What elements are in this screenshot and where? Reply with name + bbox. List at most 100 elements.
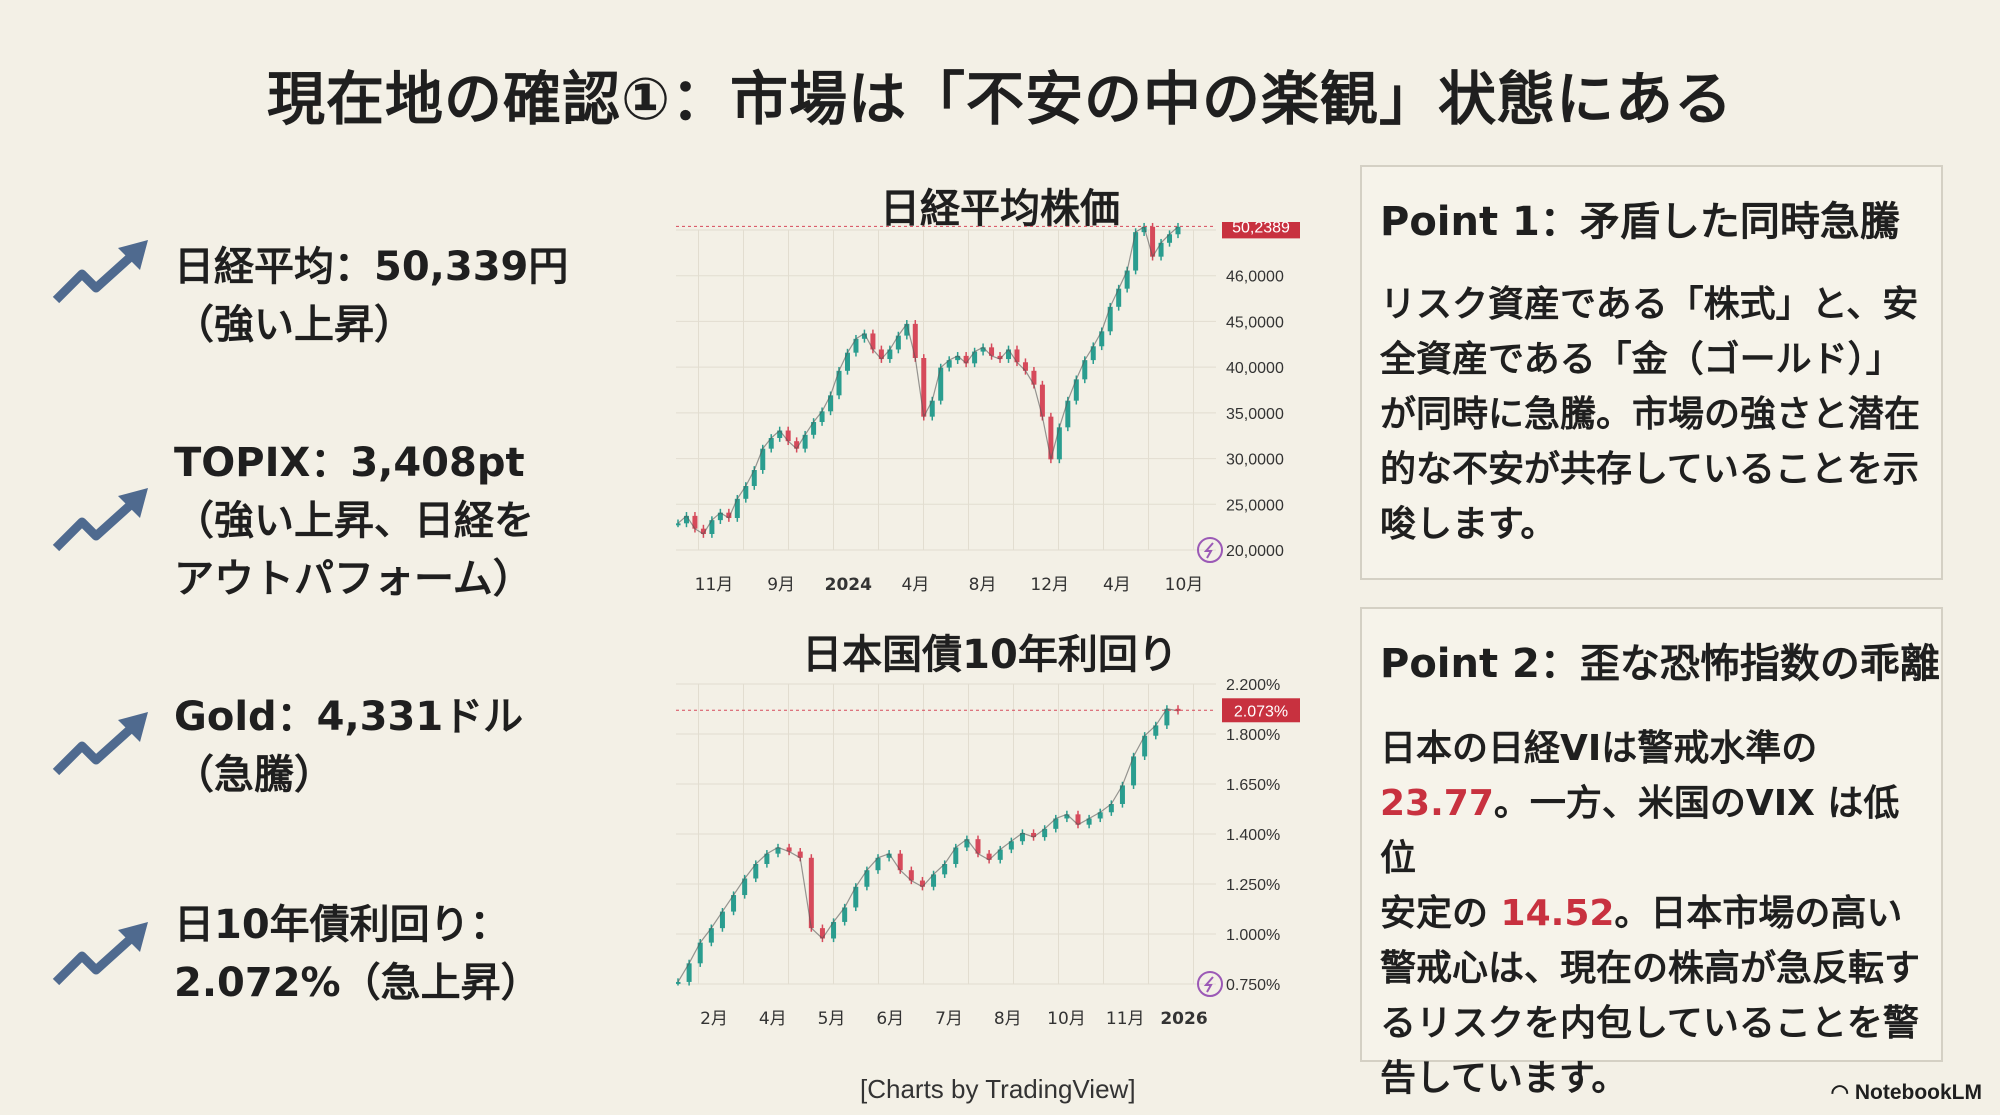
candle-body — [887, 349, 893, 360]
candle-body — [1006, 349, 1012, 360]
candle-body — [895, 335, 901, 350]
y-tick-label: 2.200% — [1226, 677, 1280, 694]
candle-body — [1042, 828, 1048, 838]
candle-body — [808, 857, 814, 929]
chart-title-jgb: 日本国債10年利回り — [802, 632, 1178, 678]
candle-body — [786, 847, 792, 852]
tradingview-icon — [1197, 537, 1223, 563]
candle-body — [1065, 400, 1071, 428]
candle-body — [742, 878, 748, 896]
trending-up-arrow-icon — [52, 712, 148, 776]
candle-body — [811, 422, 817, 435]
candle-body — [709, 520, 715, 534]
candle-body — [1031, 370, 1037, 385]
candle-body — [1107, 306, 1113, 332]
candle-body — [931, 874, 937, 887]
candle-body — [989, 347, 995, 356]
candle-body — [963, 355, 969, 364]
candle-body — [1082, 360, 1088, 380]
candle-body — [1133, 232, 1139, 271]
metric-text: 日10年債利回り： 2.072%（急上昇） — [174, 902, 541, 1006]
candle-body — [1090, 346, 1096, 361]
candle-body — [946, 360, 952, 368]
candle-body — [1167, 234, 1173, 243]
candle-body — [919, 880, 925, 887]
nikkei-vi-value: 23.77 — [1380, 783, 1494, 824]
point-1-box: Point 1：矛盾した同時急騰 リスク資産である「株式」と、安 全資産である「… — [1360, 165, 1943, 580]
last-price-badge — [1222, 698, 1300, 723]
candle-body — [878, 349, 884, 360]
chart-nikkei[interactable]: 50,000046,000045,000040,000035,000030,00… — [676, 222, 1316, 592]
candle-body — [1175, 226, 1181, 235]
candle-body — [897, 853, 903, 871]
candle-body — [785, 430, 791, 442]
candle-body — [886, 853, 892, 858]
candle-body — [734, 498, 740, 518]
point-2-body: 日本の日経VIは警戒水準の 23.77。一方、米国のVIX は低位 安定の 14… — [1380, 728, 1921, 1099]
candle-body — [980, 347, 986, 352]
trending-up-arrow-icon — [52, 240, 148, 304]
candle-body — [1108, 804, 1114, 813]
x-tick-label: 10月 — [1165, 575, 1204, 592]
x-tick-label: 8月 — [969, 575, 997, 592]
candle-body — [700, 528, 706, 534]
x-tick-label: 2024 — [825, 575, 872, 592]
point-1-body: リスク資産である「株式」と、安 全資産である「金（ゴールド）」 が同時に急騰。市… — [1380, 284, 1921, 545]
candle-body — [1053, 818, 1059, 829]
candle-body — [1039, 384, 1045, 417]
candle-body — [676, 981, 681, 984]
candle-body — [972, 351, 978, 364]
candle-body — [1142, 735, 1148, 757]
tradingview-icon — [1197, 971, 1223, 997]
candle-body — [921, 358, 927, 417]
candle-body — [1099, 331, 1105, 347]
x-tick-label: 2月 — [700, 1009, 728, 1029]
candle-body — [768, 438, 774, 449]
candle-body — [1150, 226, 1156, 257]
candle-body — [861, 333, 867, 339]
candle-body — [1022, 362, 1028, 371]
y-tick-label: 40,0000 — [1226, 360, 1284, 377]
candle-body — [692, 515, 698, 529]
candle-body — [676, 523, 681, 526]
candle-body — [875, 857, 881, 871]
x-tick-label: 5月 — [818, 1009, 846, 1029]
candle-body — [831, 921, 837, 939]
x-tick-label: 6月 — [876, 1009, 904, 1029]
x-tick-label: 8月 — [994, 1009, 1022, 1029]
x-tick-label: 4月 — [1103, 575, 1131, 592]
candle-body — [828, 395, 834, 412]
x-tick-label: 4月 — [902, 575, 930, 592]
candle-body — [683, 515, 689, 524]
candle-body — [986, 853, 992, 860]
candle-body — [775, 847, 781, 854]
y-tick-label: 30,0000 — [1226, 452, 1284, 469]
y-tick-label: 46,0000 — [1226, 269, 1284, 286]
candle-body — [760, 448, 766, 470]
candle-body — [844, 352, 850, 371]
candle-body — [1119, 785, 1125, 804]
last-price-label: 50,2389 — [1232, 222, 1290, 236]
y-tick-label: 25,0000 — [1226, 497, 1284, 514]
candle-body — [1073, 379, 1079, 401]
candle-body — [997, 849, 1003, 860]
point-1-heading: Point 1：矛盾した同時急騰 — [1380, 199, 1900, 245]
trending-up-arrow-icon — [52, 922, 148, 986]
metric-text: TOPIX：3,408pt （強い上昇、日経を アウトパフォーム） — [174, 440, 534, 602]
candle-body — [842, 907, 848, 922]
metric-text: 日経平均：50,339円 （強い上昇） — [174, 244, 569, 348]
x-tick-label: 12月 — [1030, 575, 1069, 592]
y-tick-label: 1.800% — [1226, 727, 1280, 744]
candle-body — [1014, 349, 1020, 363]
y-tick-label: 35,0000 — [1226, 406, 1284, 423]
candle-body — [904, 323, 910, 336]
candle-body — [1031, 832, 1037, 838]
candle-body — [686, 963, 692, 982]
candle-body — [942, 864, 948, 875]
candle-body — [819, 411, 825, 422]
candle-body — [726, 512, 732, 518]
last-price-badge — [1222, 222, 1300, 239]
candle-body — [719, 911, 725, 929]
candle-body — [836, 370, 842, 396]
chart-jgb[interactable]: 2.200% 1.800% 1.650% 1.400% 1.250% 1.000% 0.75… — [676, 676, 1316, 1056]
